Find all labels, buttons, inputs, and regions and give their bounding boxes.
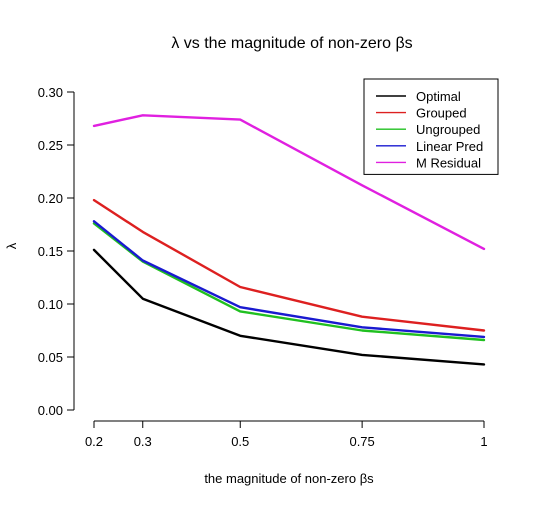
- y-tick-label: 0.20: [38, 191, 63, 206]
- y-tick-label: 0.05: [38, 350, 63, 365]
- series-line-ungrouped: [92, 222, 486, 342]
- series-line-grouped: [92, 198, 486, 332]
- legend-label: M Residual: [416, 155, 481, 170]
- x-axis-title: the magnitude of non-zero βs: [204, 471, 374, 486]
- y-tick-label: 0.25: [38, 138, 63, 153]
- x-axis: 0.2 0.3 0.5 0.75 1: [85, 420, 488, 449]
- legend-box: [363, 78, 499, 175]
- x-tick-label: 0.2: [85, 434, 103, 449]
- legend-label: Ungrouped: [416, 122, 480, 137]
- x-tick-label: 0.75: [349, 434, 374, 449]
- x-tick-label: 0.3: [134, 434, 152, 449]
- x-tick-label: 0.5: [231, 434, 249, 449]
- y-tick-label: 0.15: [38, 244, 63, 259]
- y-tick-label: 0.10: [38, 297, 63, 312]
- y-axis-title: λ: [4, 242, 19, 249]
- y-axis: 0.00 0.05 0.10 0.15 0.20 0.25 0.30: [38, 85, 75, 418]
- legend-label: Grouped: [416, 106, 467, 121]
- y-tick-label: 0.30: [38, 85, 63, 100]
- series-line-m-residual: [92, 114, 486, 251]
- series-line-linear-pred: [92, 220, 486, 339]
- chart-title: λ vs the magnitude of non-zero βs: [171, 35, 412, 52]
- y-tick-label: 0.00: [38, 403, 63, 418]
- legend-label: Linear Pred: [416, 139, 483, 154]
- series-line-optimal: [92, 248, 486, 366]
- legend-label: Optimal: [416, 89, 461, 104]
- x-tick-label: 1: [480, 434, 487, 449]
- series-layer: [92, 114, 486, 366]
